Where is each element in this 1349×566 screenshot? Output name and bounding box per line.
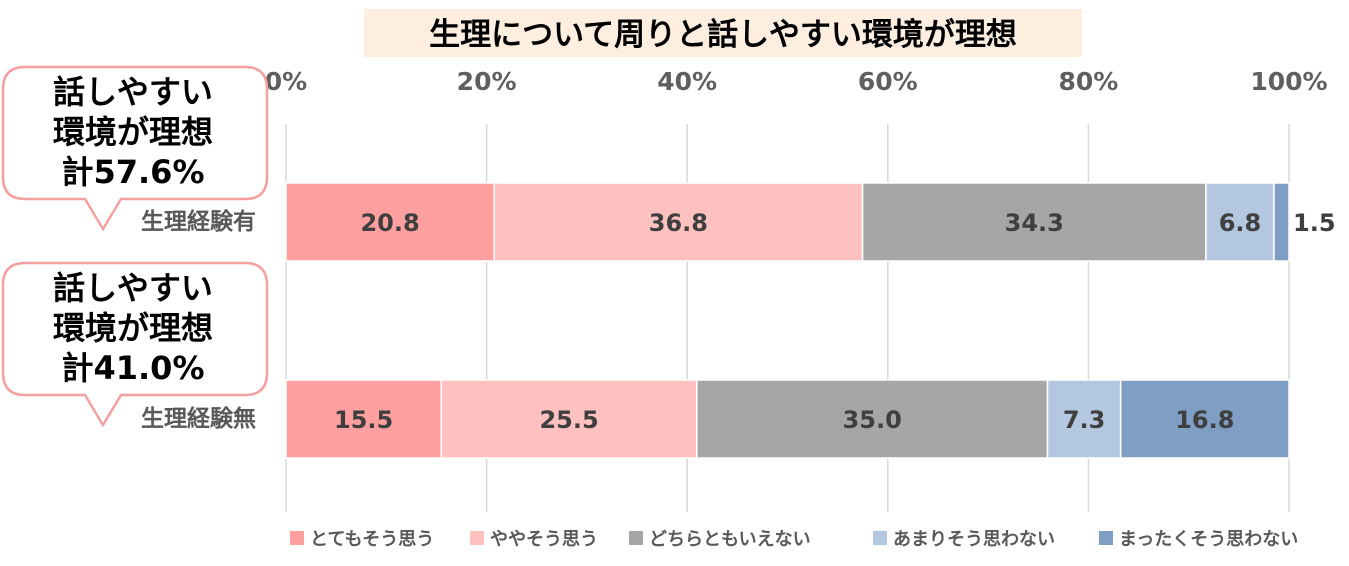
callout-bubble	[1, 261, 269, 428]
data-label: 1.5	[1293, 209, 1336, 237]
category-label: 生理経験無	[141, 405, 256, 432]
legend-swatch	[1099, 531, 1113, 545]
bar-segment	[440, 379, 698, 459]
data-label: 35.0	[843, 406, 902, 434]
category-label: 生理経験有	[141, 208, 256, 235]
callout-text: 話しやすい	[53, 269, 213, 307]
data-label: 15.5	[334, 406, 393, 434]
legend-label: とてもそう思う	[310, 529, 434, 550]
bar-segment	[1205, 182, 1275, 262]
x-tick-label: 20%	[457, 67, 517, 96]
legend-swatch	[470, 531, 484, 545]
legend-label: あまりそう思わない	[893, 529, 1055, 550]
bar-segment	[1273, 182, 1290, 262]
legend-swatch	[290, 531, 304, 545]
x-tick-label: 40%	[657, 67, 717, 96]
data-label: 36.8	[649, 209, 708, 237]
bar-segment	[1119, 379, 1290, 459]
data-label: 7.3	[1063, 406, 1106, 434]
legend: とてもそう思う ややそう思う どちらともいえない あまりそう思わない まったくそう思わな…	[290, 529, 1298, 550]
chart-title: 生理について周りと話しやすい環境が理想	[429, 17, 1017, 53]
x-tick-label: 80%	[1058, 67, 1118, 96]
bar-segment	[861, 182, 1207, 262]
data-label: 16.8	[1175, 406, 1234, 434]
bar-segment	[285, 379, 443, 459]
callout-text: 話しやすい	[53, 73, 213, 111]
data-label: 20.8	[360, 209, 419, 237]
legend-swatch	[629, 531, 643, 545]
legend-label: まったくそう思わない	[1119, 529, 1298, 550]
bars: 20.8 36.8 34.3 6.8 1.5 15.5 25.5 35.0 7.3 16.8	[285, 182, 1336, 459]
bar-segment	[1046, 379, 1122, 459]
callout-text: 環境が理想	[53, 309, 213, 347]
bar-segment	[696, 379, 1049, 459]
x-tick-label: 0%	[265, 67, 307, 96]
callout-text: 環境が理想	[53, 113, 213, 151]
legend-label: どちらともいえない	[649, 529, 811, 550]
data-label: 25.5	[539, 406, 598, 434]
legend-label: ややそう思う	[490, 529, 598, 550]
data-label: 34.3	[1005, 209, 1064, 237]
data-label: 6.8	[1219, 209, 1262, 237]
callout-text: 計41.0%	[61, 349, 204, 387]
x-tick-label: 100%	[1250, 67, 1327, 96]
bar-segment	[493, 182, 864, 262]
chart-title-background	[364, 9, 1082, 57]
x-tick-label: 60%	[858, 67, 918, 96]
x-axis-ticks: 0% 20% 40% 60% 80% 100%	[265, 67, 1328, 96]
legend-swatch	[873, 531, 887, 545]
callout-text: 計57.6%	[61, 153, 204, 191]
callout-bubble	[1, 65, 269, 232]
